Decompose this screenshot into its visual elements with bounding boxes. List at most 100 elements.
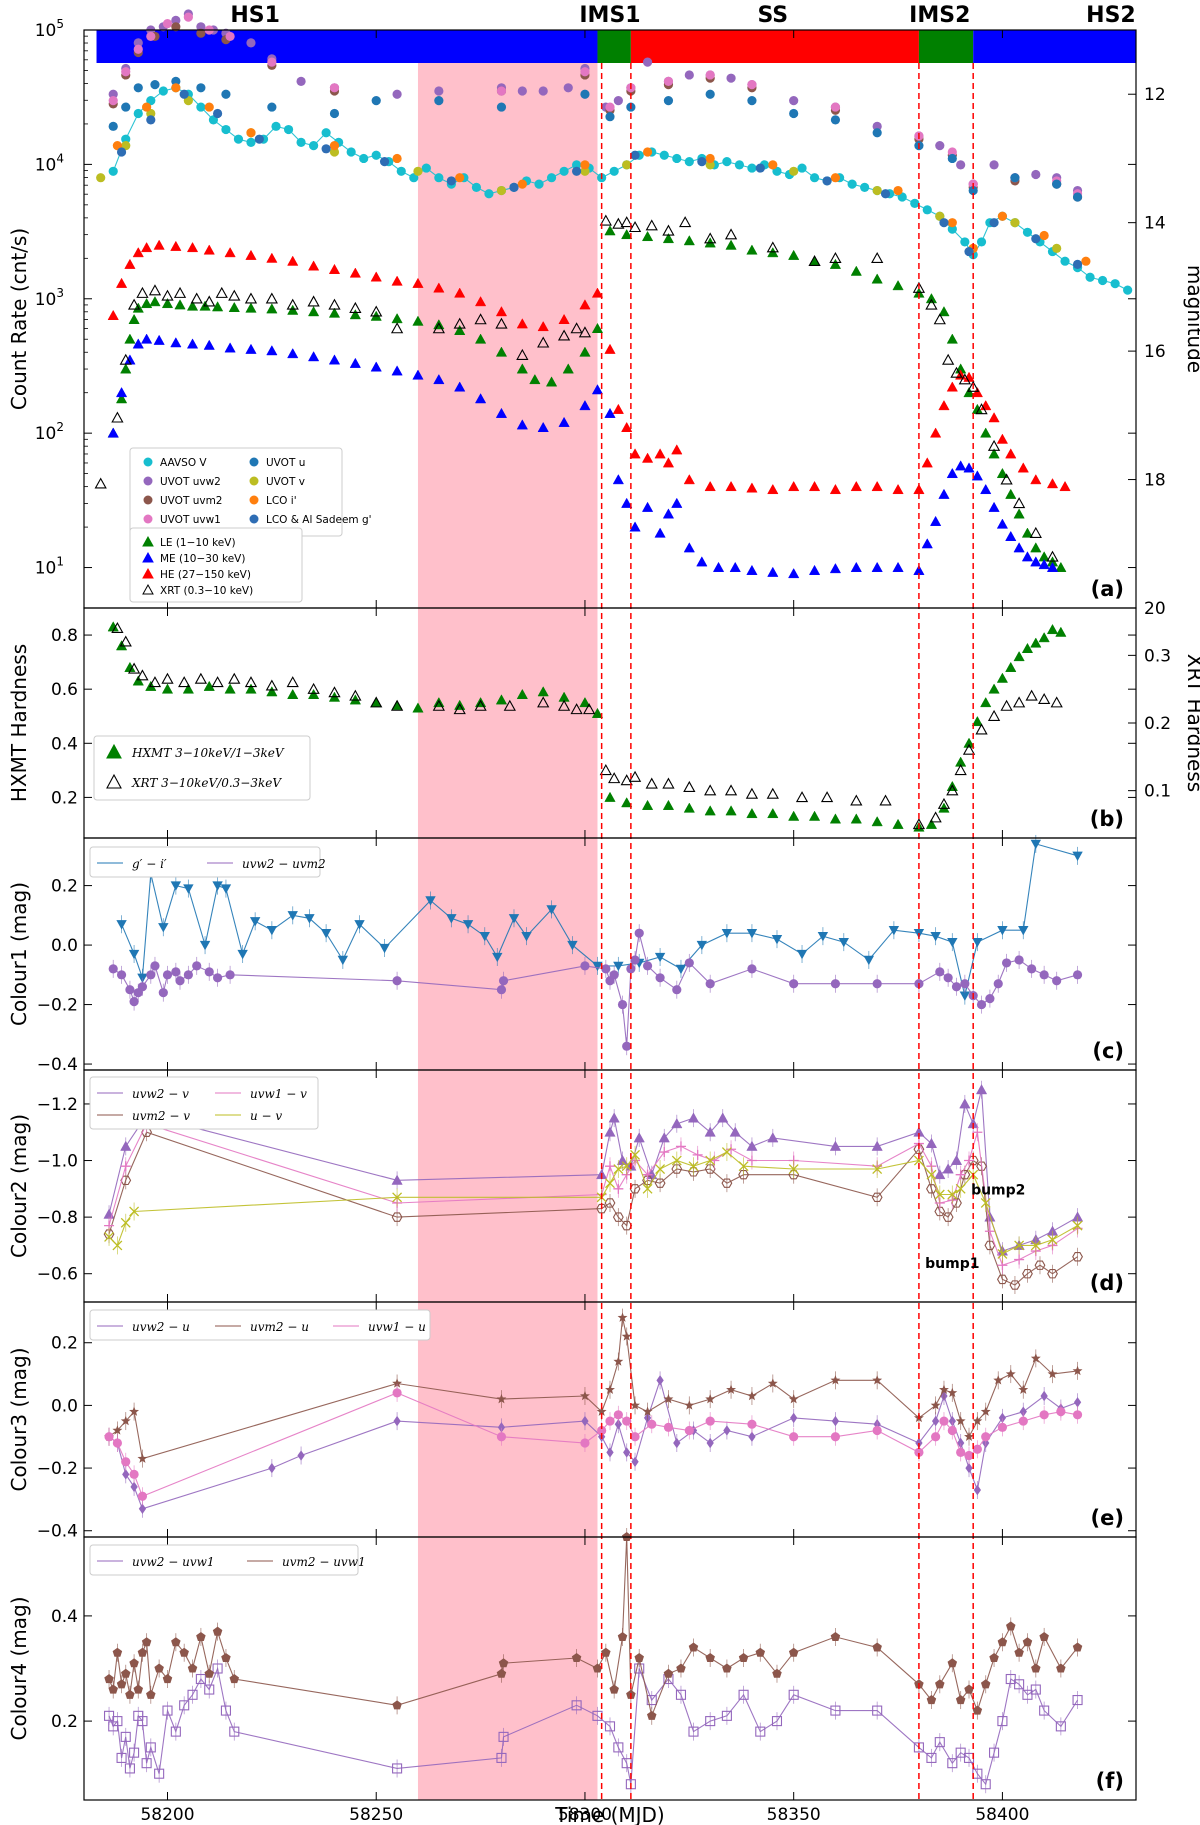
- data-point-f-uvw2-uvw1: [120, 1731, 131, 1742]
- data-point-f-uvm2-uvw1: [872, 1642, 882, 1652]
- data-point-a-le-1-10-kev-: [621, 228, 633, 240]
- data-point-a-aavso-v: [283, 124, 294, 135]
- data-point-f-uvm2-uvw1: [646, 1710, 657, 1720]
- state-label-ims2: IMS2: [909, 3, 970, 28]
- data-point-e-uvw1-u: [1072, 1410, 1083, 1420]
- data-point-e-uvm2-u: [496, 1393, 507, 1404]
- data-point-a-me-10-30-kev-: [186, 338, 199, 349]
- panel-frame-f: [83, 1536, 1137, 1801]
- data-point-a-aavso-v: [158, 86, 168, 96]
- data-point-a-he-27-150-kev-: [1059, 480, 1071, 492]
- data-point-e-uvm2-u: [1030, 1353, 1041, 1363]
- data-point-e-uvw2-u: [268, 1462, 276, 1474]
- data-point-a-me-10-30-kev-: [654, 527, 666, 538]
- data-point-a-le-1-10-kev-: [115, 393, 128, 404]
- data-point-a-aavso-v: [572, 160, 582, 170]
- legend-entry: XRT 3−10keV/0.3−3keV: [131, 776, 282, 790]
- data-point-e-uvm2-u: [980, 1406, 991, 1416]
- data-point-d-uvw1-v: [984, 1226, 995, 1237]
- legend-entry: LE (1−10 keV): [160, 537, 236, 549]
- data-point-f-uvw2-uvw1: [980, 1779, 991, 1790]
- y-axis-label-f: Colour4 (mag): [7, 1596, 31, 1740]
- data-point-f-uvw2-uvw1: [771, 1716, 783, 1727]
- data-point-b-xrt-3-10kev-0-3-3kev: [370, 696, 383, 708]
- data-point-a-le-1-10-kev-: [454, 324, 466, 335]
- data-point-a-xrt-0-3-10-kev-: [94, 477, 107, 489]
- data-point-d-uvw2-v: [767, 1132, 779, 1143]
- state-label-ims1: IMS1: [579, 3, 640, 28]
- data-point-b-xrt-3-10kev-0-3-3kev: [962, 743, 976, 755]
- data-point-a-le-1-10-kev-: [120, 363, 132, 374]
- data-point-a-xrt-0-3-10-kev-: [390, 322, 404, 334]
- y2-tick-label: 12: [1144, 85, 1166, 105]
- data-point-a-he-27-150-kev-: [704, 480, 716, 492]
- data-point-a-he-27-150-kev-: [892, 483, 904, 495]
- data-point-c-g-i-: [508, 914, 520, 924]
- data-point-a-lco-i-: [997, 211, 1008, 221]
- data-point-d-uvm2-v: [926, 1184, 937, 1194]
- data-point-a-le-1-10-kev-: [1005, 488, 1017, 499]
- legend-hardness: [93, 735, 311, 801]
- data-point-d-uvw2-v: [975, 1084, 988, 1095]
- data-point-a-xrt-0-3-10-kev-: [119, 353, 132, 365]
- data-point-a-me-10-30-kev-: [579, 400, 591, 411]
- y-tick-label: 0.2: [51, 788, 78, 808]
- data-point-a-me-10-30-kev-: [537, 421, 549, 433]
- data-point-a-me-10-30-kev-: [871, 561, 883, 572]
- data-point-e-uvw2-u: [998, 1412, 1007, 1424]
- data-point-b-hxmt-3-10kev-1-3kev: [829, 813, 842, 824]
- data-point-c-g-i-: [521, 931, 532, 942]
- data-point-f-uvw2-uvw1: [738, 1689, 749, 1700]
- data-point-a-uvot-uvw1: [580, 67, 590, 77]
- data-point-a-he-27-150-kev-: [115, 277, 128, 288]
- data-point-c-g-i-: [462, 920, 474, 930]
- data-point-a-aavso-v: [960, 237, 970, 247]
- data-point-e-uvw1-u: [964, 1450, 974, 1461]
- data-point-f-uvw2-uvw1: [947, 1758, 958, 1769]
- data-point-f-uvm2-uvw1: [108, 1684, 118, 1694]
- data-point-a-he-27-150-kev-: [988, 412, 1000, 423]
- data-point-e-uvw2-u: [497, 1422, 506, 1433]
- data-point-c-g-i-: [997, 926, 1008, 936]
- data-point-f-uvw2-uvw1: [1014, 1679, 1025, 1690]
- data-point-c-g-i-: [337, 955, 349, 966]
- data-point-a-xrt-0-3-10-kev-: [453, 317, 466, 329]
- data-point-a-he-27-150-kev-: [850, 480, 862, 492]
- data-point-a-uvot-v: [496, 185, 507, 196]
- data-point-f-uvm2-uvw1: [947, 1658, 958, 1668]
- data-point-c-uvw2-uvm2: [158, 988, 168, 998]
- legend-d: [89, 1076, 319, 1130]
- data-point-a-le-1-10-kev-: [641, 230, 654, 242]
- data-point-c-uvw2-uvm2: [225, 970, 235, 980]
- data-point-a-uvot-uvw1: [329, 83, 340, 93]
- data-point-a-me-10-30-kev-: [929, 515, 942, 526]
- data-point-a-xrt-0-3-10-kev-: [557, 329, 571, 341]
- data-point-a-xrt-0-3-10-kev-: [190, 292, 203, 304]
- data-point-b-xrt-3-10kev-0-3-3kev: [474, 699, 487, 711]
- data-point-e-uvm2-u: [955, 1415, 966, 1426]
- data-point-e-uvw1-u: [789, 1432, 799, 1442]
- data-point-e-uvw2-u: [723, 1425, 731, 1436]
- data-point-a-he-27-150-kev-: [938, 400, 950, 411]
- data-point-a-aavso-v: [734, 160, 745, 170]
- data-point-a-me-10-30-kev-: [287, 348, 299, 359]
- data-point-a-uvot-uvw1: [747, 79, 757, 90]
- data-point-a-le-1-10-kev-: [683, 235, 695, 246]
- data-point-a-xrt-0-3-10-kev-: [349, 301, 362, 313]
- data-point-a-uvot-uvw2: [642, 57, 653, 67]
- data-point-a-uvot-u: [605, 112, 615, 122]
- legend-c: [89, 846, 321, 878]
- data-point-d-u-v: [926, 1169, 937, 1180]
- data-point-c-g-i-: [721, 929, 733, 939]
- data-point-b-xrt-3-10kev-0-3-3kev: [178, 676, 191, 688]
- data-point-d-u-v: [613, 1164, 624, 1174]
- data-point-b-hxmt-3-10kev-1-3kev: [1021, 642, 1034, 653]
- data-point-c-g-i-: [379, 943, 390, 954]
- data-point-f-uvw2-uvw1: [195, 1673, 206, 1685]
- data-point-a-uvot-uvw2: [726, 73, 736, 83]
- legend-marker: [106, 773, 122, 789]
- data-point-a-me-10-30-kev-: [412, 369, 424, 380]
- data-point-a-xrt-0-3-10-kev-: [612, 217, 625, 229]
- data-point-d-uvw1-v: [120, 1161, 131, 1172]
- data-point-d-uvw1-v: [955, 1169, 966, 1180]
